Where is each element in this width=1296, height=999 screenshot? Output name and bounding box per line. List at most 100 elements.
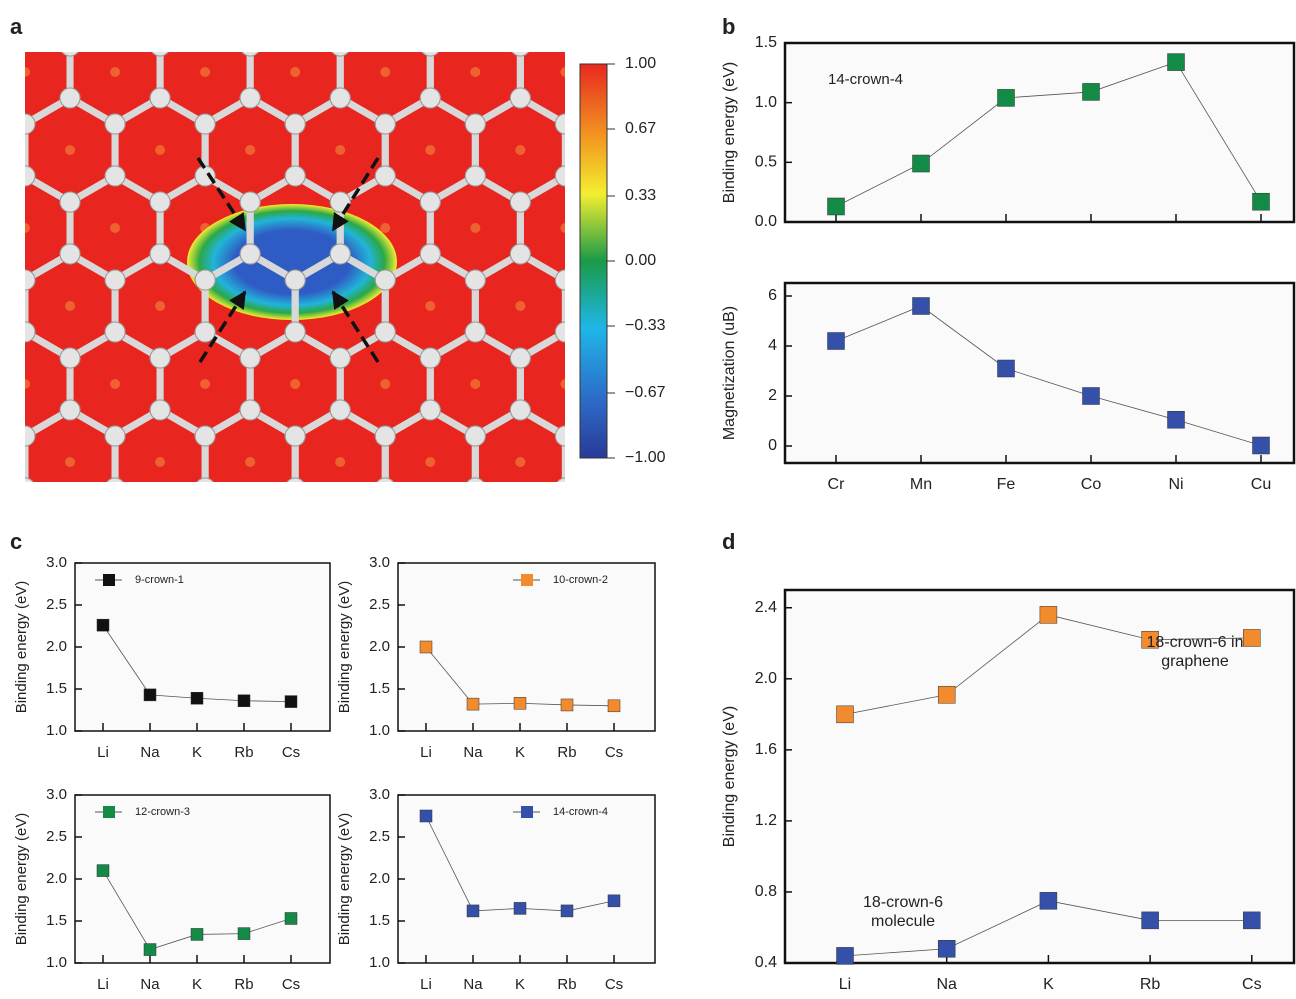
bond: [0, 488, 25, 514]
y-axis-label: Binding energy (eV): [13, 581, 30, 714]
hollow-site: [335, 457, 345, 467]
bond: [25, 20, 70, 46]
marker: [1253, 437, 1270, 454]
atom: [645, 478, 665, 498]
bond: [295, 488, 340, 514]
marker: [1040, 892, 1057, 909]
atom: [375, 270, 395, 290]
marker: [913, 298, 930, 315]
bond: [205, 488, 250, 514]
bond: [475, 488, 520, 514]
atom: [690, 504, 710, 524]
annotation: 14-crown-4: [828, 71, 903, 88]
marker: [420, 641, 432, 653]
atom: [15, 426, 35, 446]
marker: [144, 689, 156, 701]
bond: [610, 20, 655, 46]
bond: [115, 488, 160, 514]
marker: [1253, 193, 1270, 210]
x-tick-label: K: [515, 976, 525, 993]
atom: [690, 400, 710, 420]
bond: [0, 98, 25, 124]
atom: [645, 426, 665, 446]
atom: [600, 36, 620, 56]
colorbar-label: −1.00: [625, 449, 666, 466]
y-tick-label: 2.0: [46, 638, 67, 655]
y-tick-label: 2.0: [369, 870, 390, 887]
atom: [60, 88, 80, 108]
y-tick-label: 2.5: [369, 828, 390, 845]
bond: [0, 176, 25, 202]
bond: [430, 488, 475, 514]
hollow-site: [110, 535, 120, 545]
bond: [520, 20, 565, 46]
atom: [510, 400, 530, 420]
atom: [60, 348, 80, 368]
hollow-site: [650, 535, 660, 545]
y-tick-label: 1.2: [755, 812, 777, 829]
atom: [690, 556, 710, 576]
bond: [70, 488, 115, 514]
marker: [608, 700, 620, 712]
bond: [565, 20, 610, 46]
bond: [655, 488, 700, 514]
marker: [191, 692, 203, 704]
y-tick-label: 1.0: [46, 722, 67, 739]
atom: [420, 400, 440, 420]
bond: [475, 20, 520, 46]
hollow-site: [290, 67, 300, 77]
legend-label: 14-crown-4: [553, 806, 608, 818]
atom: [690, 504, 710, 524]
atom: [420, 192, 440, 212]
y-tick-label: 1.0: [369, 954, 390, 971]
y-tick-label: 3.0: [46, 786, 67, 803]
atom: [285, 426, 305, 446]
bond: [160, 488, 205, 514]
bond: [655, 176, 700, 202]
atom: [285, 10, 305, 30]
atom: [240, 192, 260, 212]
atom: [240, 244, 260, 264]
x-tick-label: Na: [140, 744, 160, 761]
atom: [240, 504, 260, 524]
atom: [285, 322, 305, 342]
bond: [70, 20, 115, 46]
panel-label: d: [722, 529, 735, 554]
legend-marker: [521, 806, 533, 818]
marker: [561, 699, 573, 711]
panel-label: a: [10, 14, 23, 39]
atom: [60, 192, 80, 212]
y-tick-label: 4: [768, 337, 777, 354]
atom: [420, 36, 440, 56]
y-axis-label: Binding energy (eV): [721, 62, 738, 203]
series-label: 18-crown-6 molecule: [838, 893, 968, 931]
x-tick-label: Li: [420, 976, 432, 993]
atom: [600, 504, 620, 524]
y-tick-label: 2.5: [46, 596, 67, 613]
atom: [645, 166, 665, 186]
hollow-site: [695, 145, 705, 155]
atom: [645, 426, 665, 446]
x-tick-label: Cs: [282, 976, 300, 993]
atom: [465, 114, 485, 134]
atom: [690, 88, 710, 108]
legend-marker: [103, 574, 115, 586]
colorbar-label: 0.00: [625, 252, 656, 269]
hollow-site: [290, 379, 300, 389]
bond: [700, 488, 745, 514]
bond: [250, 20, 295, 46]
atom: [285, 478, 305, 498]
colorbar-label: 0.33: [625, 187, 656, 204]
atom: [285, 114, 305, 134]
atom: [645, 10, 665, 30]
bond: [250, 488, 295, 514]
bond: [25, 488, 70, 514]
x-tick-label: Rb: [234, 976, 253, 993]
atom: [510, 348, 530, 368]
atom: [690, 192, 710, 212]
atom: [150, 348, 170, 368]
marker: [238, 695, 250, 707]
atom: [600, 36, 620, 56]
bond: [655, 332, 700, 358]
atom: [645, 478, 665, 498]
